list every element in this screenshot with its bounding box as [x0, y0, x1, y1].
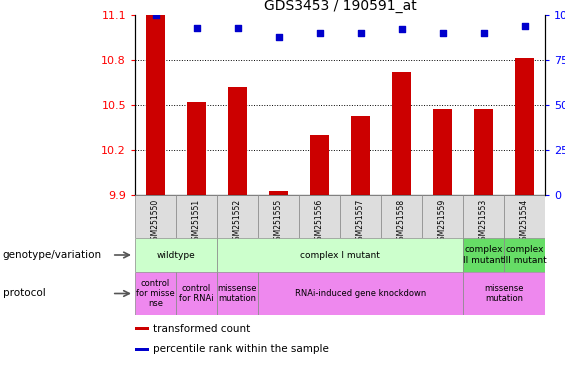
Text: missense
mutation: missense mutation [218, 284, 257, 303]
Text: genotype/variation: genotype/variation [3, 250, 102, 260]
Point [397, 26, 406, 33]
Point [315, 30, 324, 36]
Bar [187, 102, 206, 195]
Point [356, 30, 365, 36]
Text: complex I mutant: complex I mutant [300, 250, 380, 260]
Text: control
for RNAi: control for RNAi [179, 284, 214, 303]
Bar [217, 272, 258, 315]
Text: GSM251553: GSM251553 [479, 199, 488, 245]
Text: wildtype: wildtype [157, 250, 195, 260]
Bar [340, 195, 381, 238]
Text: GSM251556: GSM251556 [315, 199, 324, 245]
Bar [381, 195, 422, 238]
Bar [270, 190, 288, 195]
Bar [310, 135, 329, 195]
Bar [135, 238, 217, 272]
Text: GSM251554: GSM251554 [520, 199, 529, 245]
Bar [433, 109, 452, 195]
Text: control
for misse
nse: control for misse nse [136, 279, 175, 308]
Bar [135, 195, 176, 238]
Text: complex
II mutant: complex II mutant [463, 245, 504, 265]
Bar [176, 195, 217, 238]
Point [192, 25, 201, 31]
Point [274, 33, 283, 40]
Text: GSM251552: GSM251552 [233, 199, 242, 245]
Title: GDS3453 / 190591_at: GDS3453 / 190591_at [264, 0, 416, 13]
Bar [351, 116, 370, 195]
Bar [135, 272, 176, 315]
Bar [392, 72, 411, 195]
Text: GSM251557: GSM251557 [356, 199, 365, 245]
Bar [504, 238, 545, 272]
Bar [217, 238, 463, 272]
Bar [146, 15, 165, 195]
Bar [463, 195, 504, 238]
Point [233, 25, 242, 31]
Bar [258, 272, 463, 315]
Text: GSM251551: GSM251551 [192, 199, 201, 245]
Text: transformed count: transformed count [154, 323, 251, 333]
Point [520, 23, 529, 29]
Text: GSM251550: GSM251550 [151, 199, 160, 245]
Bar [135, 327, 149, 330]
Bar [474, 109, 493, 195]
Text: GSM251555: GSM251555 [274, 199, 283, 245]
Bar [463, 272, 545, 315]
Bar [463, 238, 504, 272]
Bar [228, 87, 247, 195]
Point [438, 30, 447, 36]
Bar [515, 58, 534, 195]
Text: GSM251559: GSM251559 [438, 199, 447, 245]
Bar [135, 348, 149, 351]
Bar [504, 195, 545, 238]
Bar [176, 272, 217, 315]
Point [479, 30, 488, 36]
Point [151, 12, 160, 18]
Text: GSM251558: GSM251558 [397, 199, 406, 245]
Text: complex
III mutant: complex III mutant [503, 245, 546, 265]
Bar [299, 195, 340, 238]
Bar [422, 195, 463, 238]
Text: protocol: protocol [3, 288, 46, 298]
Text: RNAi-induced gene knockdown: RNAi-induced gene knockdown [295, 289, 426, 298]
Bar [217, 195, 258, 238]
Text: percentile rank within the sample: percentile rank within the sample [154, 344, 329, 354]
Bar [258, 195, 299, 238]
Text: missense
mutation: missense mutation [484, 284, 524, 303]
